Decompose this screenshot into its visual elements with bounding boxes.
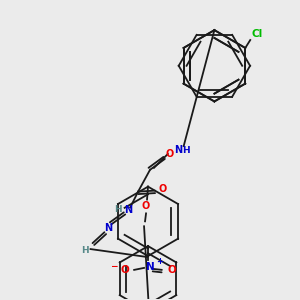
Text: N: N	[146, 262, 154, 272]
Text: N: N	[124, 206, 132, 215]
Text: H: H	[115, 205, 122, 214]
Text: Cl: Cl	[252, 29, 263, 39]
Text: N: N	[104, 223, 112, 233]
Text: H: H	[81, 246, 88, 255]
Text: O: O	[166, 149, 174, 159]
Text: +: +	[156, 257, 164, 266]
Text: −: −	[110, 262, 117, 272]
Text: N: N	[174, 145, 182, 155]
Text: O: O	[167, 265, 176, 275]
Text: O: O	[142, 202, 150, 212]
Text: H: H	[182, 146, 190, 155]
Text: O: O	[121, 265, 130, 275]
Text: O: O	[159, 184, 167, 194]
